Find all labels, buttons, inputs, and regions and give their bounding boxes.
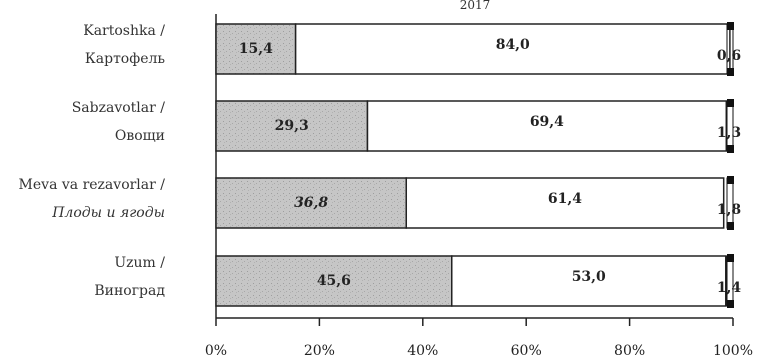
category-label: Виноград [94,283,165,299]
chart-title: 2017 [460,0,491,12]
bar-end-mark [727,145,734,153]
data-label: 61,4 [548,191,582,207]
category-label: Meva va rezavorlar / [19,177,166,193]
category-label: Картофель [85,51,165,67]
data-label: 84,0 [496,37,530,53]
x-tick-label: 20% [304,343,335,359]
bar-end-mark [727,22,734,30]
data-label: 29,3 [275,118,309,134]
x-tick-label: 80% [614,343,645,359]
x-axis-ticks: 0% 20% 40% 60% 80% 100% [205,318,753,359]
bar-segment-1-row-4 [215,255,453,307]
bar-end-mark [727,254,734,262]
data-label: 45,6 [317,273,351,289]
category-label: Uzum / [114,255,165,271]
bar-segment-1-row-2 [215,100,369,152]
data-label: 15,4 [239,41,273,57]
x-tick-label: 100% [713,343,753,359]
bar-segment-1-row-3 [215,177,408,229]
bar-end-mark [727,222,734,230]
category-label: Плоды и ягоды [51,205,165,221]
bar-end-mark [727,68,734,76]
bar-segment-2-row-2 [366,100,728,152]
data-label: 1,3 [717,125,741,141]
data-label: 69,4 [530,114,564,130]
data-label: 1,4 [717,280,742,296]
data-label: 0,6 [717,48,741,64]
data-label: 53,0 [572,269,606,285]
x-tick-label: 40% [407,343,438,359]
bar-end-mark [727,176,734,184]
category-label: Овощи [115,128,165,144]
category-labels: Kartoshka / Картофель Sabzavotlar / Овощи Me… [19,23,166,299]
bar-end-mark [727,300,734,308]
bars-group: 15,4 84,0 0,6 29,3 69,4 1,3 36,8 61,4 1,8 45,6 53,… [215,22,742,308]
data-label: 36,8 [294,195,328,211]
bar-end-mark [727,99,734,107]
bar-segment-2-row-3 [405,177,725,229]
x-tick-label: 60% [511,343,542,359]
bar-segment-2-row-4 [451,255,727,307]
bar-segment-2-row-1 [294,23,731,75]
category-label: Sabzavotlar / [72,100,166,116]
data-label: 1,8 [717,202,741,218]
category-label: Kartoshka / [83,23,165,39]
x-tick-label: 0% [205,343,227,359]
